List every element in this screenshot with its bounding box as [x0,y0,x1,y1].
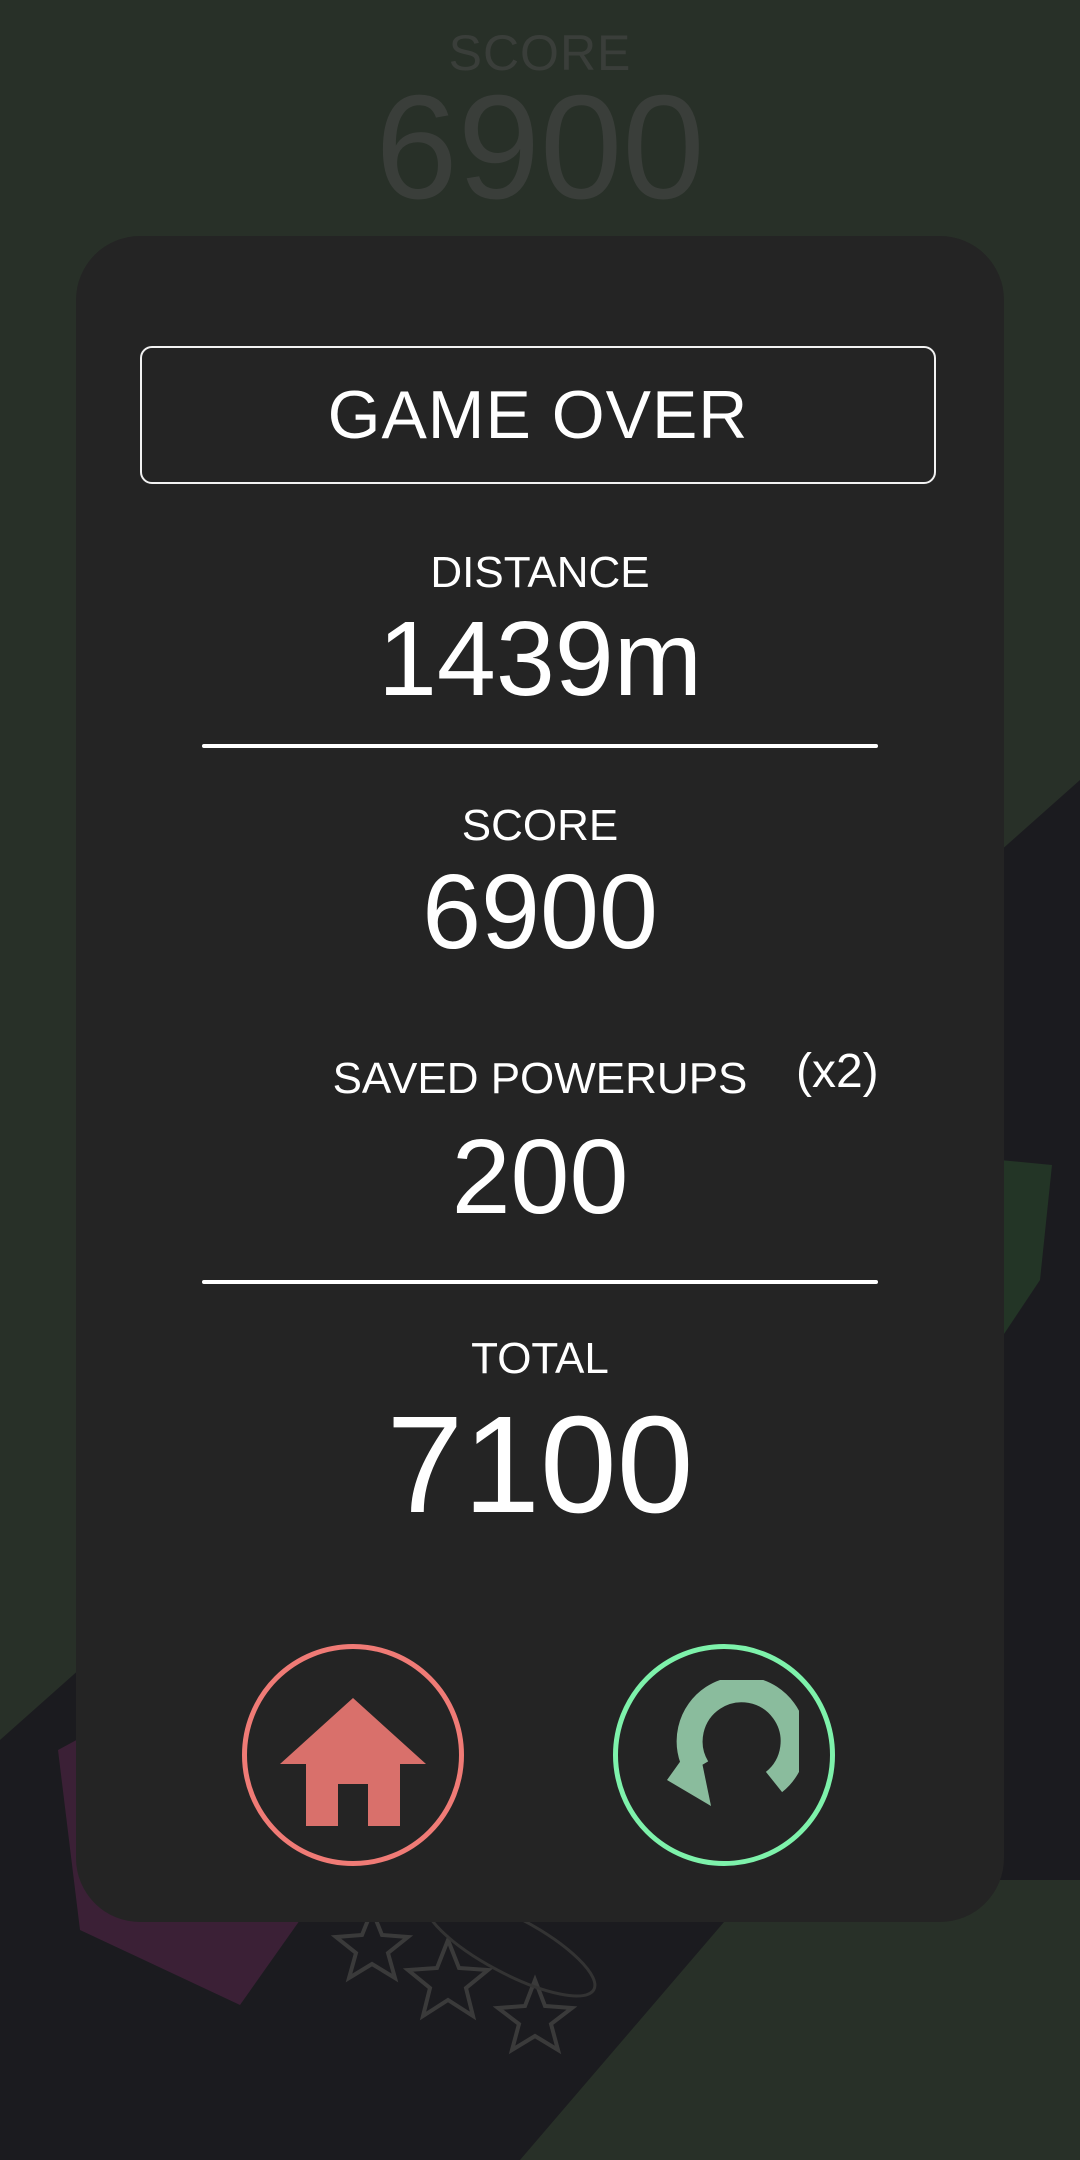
ghost-stars [330,1904,578,2055]
score-label: SCORE [461,801,619,850]
distance-block: DISTANCE 1439m [76,548,1004,712]
restart-button[interactable] [613,1644,835,1866]
distance-value: 1439m [377,600,703,718]
hud-score: SCORE 6900 [0,24,1080,222]
hud-score-value: 6900 [375,65,705,230]
divider-top [202,744,878,748]
score-block: SCORE 6900 [76,801,1004,965]
total-label: TOTAL [471,1334,609,1383]
total-block: TOTAL 7100 [76,1334,1004,1534]
score-value: 6900 [422,853,658,971]
home-icon [280,1698,426,1826]
powerups-label: SAVED POWERUPS [332,1054,748,1103]
powerups-block: SAVED POWERUPS 200 [76,1054,1004,1230]
powerups-multiplier: (x2) [796,1045,879,1098]
distance-label: DISTANCE [430,548,650,597]
total-value: 7100 [386,1388,694,1542]
green-block [1000,1160,1052,1340]
home-button[interactable] [242,1644,464,1866]
divider-bottom [202,1280,878,1284]
game-over-title: GAME OVER [140,346,936,484]
powerups-value: 200 [451,1118,629,1236]
hud-score-label: SCORE [448,25,632,81]
ground-bottom-right [520,1880,1080,2160]
restart-icon [667,1680,799,1806]
results-panel: GAME OVER DISTANCE 1439m SCORE 6900 SAVE… [76,236,1004,1922]
